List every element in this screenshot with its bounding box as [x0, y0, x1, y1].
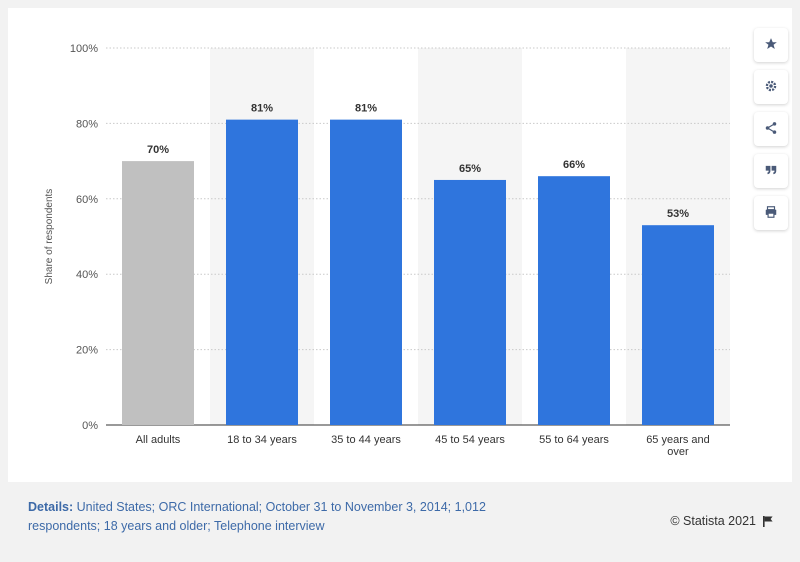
bar: [226, 119, 298, 425]
bar: [330, 119, 402, 425]
x-tick-label: over: [667, 446, 689, 458]
y-axis-title: Share of respondents: [44, 189, 55, 285]
footer: Details: United States; ORC Internationa…: [0, 482, 800, 562]
x-tick-label: 18 to 34 years: [227, 434, 297, 446]
y-tick-label: 100%: [70, 43, 98, 55]
data-label: 81%: [355, 103, 377, 115]
y-tick-label: 60%: [76, 194, 98, 206]
credit[interactable]: © Statista 2021: [670, 514, 774, 528]
bar: [434, 179, 506, 425]
bar: [642, 225, 714, 425]
x-tick-label: 55 to 64 years: [539, 434, 609, 446]
flag-icon[interactable]: [762, 515, 774, 527]
y-tick-label: 20%: [76, 345, 98, 357]
details-body: United States; ORC International; Octobe…: [28, 500, 486, 533]
y-tick-label: 0%: [82, 420, 98, 432]
cite-button[interactable]: [754, 154, 788, 188]
chart-card: 0% 20% 40% 60% 80% 100% Share of respondents 70…: [8, 8, 792, 482]
star-icon: [764, 37, 778, 54]
x-tick-label: All adults: [136, 434, 181, 446]
share-button[interactable]: [754, 112, 788, 146]
data-label: 65%: [459, 163, 481, 175]
details-text: Details: United States; ORC Internationa…: [28, 498, 498, 536]
print-button[interactable]: [754, 196, 788, 230]
quote-icon: [764, 163, 778, 180]
y-tick-label: 40%: [76, 269, 98, 281]
x-tick-label: 45 to 54 years: [435, 434, 505, 446]
share-icon: [764, 121, 778, 138]
y-tick-label: 80%: [76, 118, 98, 130]
bar: [538, 176, 610, 425]
x-tick-label: 35 to 44 years: [331, 434, 401, 446]
favorite-button[interactable]: [754, 28, 788, 62]
bar: [122, 161, 194, 425]
toolbar: [754, 28, 788, 238]
data-label: 66%: [563, 159, 585, 171]
data-label: 70%: [147, 144, 169, 156]
settings-button[interactable]: [754, 70, 788, 104]
gear-icon: [764, 79, 778, 96]
details-label: Details:: [28, 500, 74, 514]
credit-text: © Statista 2021: [670, 514, 756, 528]
bar-chart: 0% 20% 40% 60% 80% 100% Share of respondents 70…: [44, 43, 730, 458]
x-tick-label: 65 years and: [646, 434, 710, 446]
data-label: 81%: [251, 103, 273, 115]
print-icon: [764, 205, 778, 222]
data-label: 53%: [667, 208, 689, 220]
